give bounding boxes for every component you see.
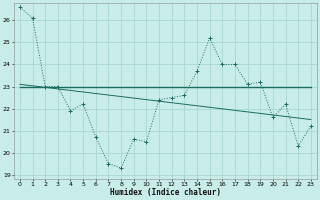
X-axis label: Humidex (Indice chaleur): Humidex (Indice chaleur) [110, 188, 221, 197]
